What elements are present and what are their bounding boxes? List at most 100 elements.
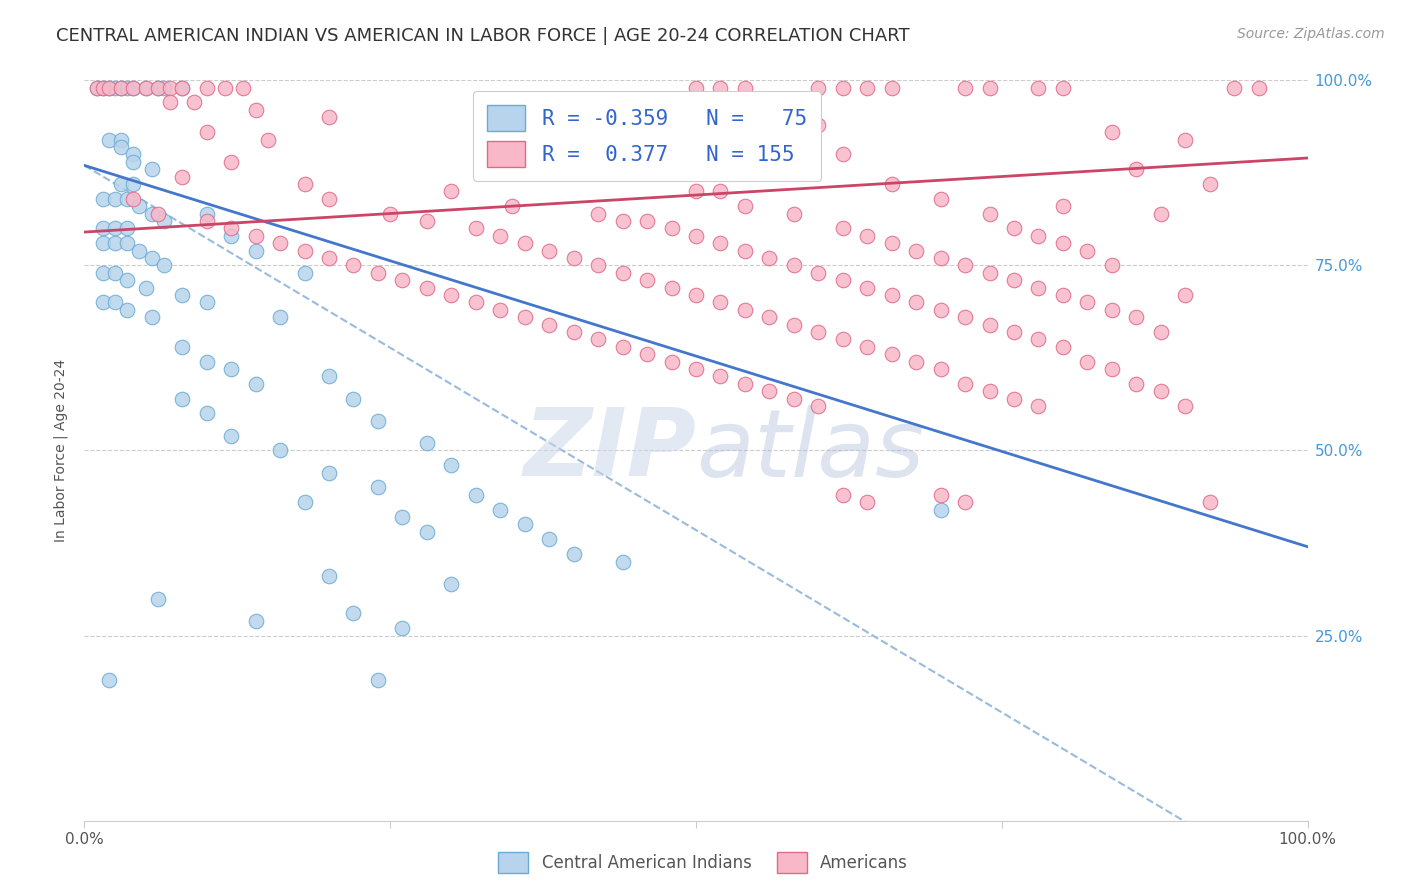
Point bbox=[880, 80, 903, 95]
Point bbox=[128, 199, 150, 213]
Point bbox=[115, 80, 138, 95]
Point bbox=[91, 80, 114, 95]
Point bbox=[1174, 288, 1197, 302]
Point bbox=[661, 354, 683, 368]
Point bbox=[979, 266, 1001, 280]
Point bbox=[513, 310, 536, 325]
Point bbox=[97, 673, 120, 687]
Point bbox=[1101, 362, 1123, 376]
Point bbox=[1052, 340, 1074, 354]
Point bbox=[464, 295, 486, 310]
Point bbox=[141, 310, 163, 325]
Point bbox=[979, 80, 1001, 95]
Point bbox=[104, 266, 127, 280]
Point bbox=[367, 480, 389, 494]
Point bbox=[195, 214, 218, 228]
Point bbox=[953, 80, 976, 95]
Point bbox=[219, 428, 242, 442]
Point bbox=[685, 228, 707, 243]
Point bbox=[636, 214, 658, 228]
Point bbox=[734, 302, 756, 317]
Point bbox=[636, 273, 658, 287]
Point bbox=[172, 288, 194, 302]
Point bbox=[953, 495, 976, 509]
Point bbox=[97, 80, 120, 95]
Point bbox=[856, 80, 879, 95]
Point bbox=[104, 221, 127, 235]
Point bbox=[856, 495, 879, 509]
Point bbox=[294, 495, 316, 509]
Point bbox=[807, 266, 830, 280]
Point bbox=[318, 369, 340, 384]
Point bbox=[257, 132, 280, 146]
Point bbox=[1028, 399, 1050, 413]
Point bbox=[318, 111, 340, 125]
Point bbox=[115, 192, 138, 206]
Point bbox=[104, 192, 127, 206]
Point bbox=[489, 302, 512, 317]
Point bbox=[953, 259, 976, 273]
Point bbox=[685, 184, 707, 198]
Point bbox=[294, 244, 316, 258]
Point bbox=[153, 214, 176, 228]
Point bbox=[440, 184, 463, 198]
Point bbox=[342, 392, 364, 406]
Point bbox=[685, 154, 707, 169]
Point bbox=[807, 325, 830, 339]
Point bbox=[318, 251, 340, 265]
Point bbox=[1076, 244, 1098, 258]
Point bbox=[153, 80, 176, 95]
Point bbox=[122, 147, 145, 161]
Point bbox=[110, 140, 132, 154]
Point bbox=[758, 251, 780, 265]
Point bbox=[195, 407, 218, 421]
Point bbox=[612, 266, 634, 280]
Point bbox=[979, 384, 1001, 399]
Point bbox=[709, 80, 731, 95]
Point bbox=[219, 154, 242, 169]
Point bbox=[91, 80, 114, 95]
Point bbox=[416, 214, 439, 228]
Text: Source: ZipAtlas.com: Source: ZipAtlas.com bbox=[1237, 27, 1385, 41]
Point bbox=[391, 621, 413, 635]
Point bbox=[440, 288, 463, 302]
Point bbox=[91, 221, 114, 235]
Point bbox=[342, 259, 364, 273]
Point bbox=[734, 80, 756, 95]
Point bbox=[367, 673, 389, 687]
Point bbox=[489, 228, 512, 243]
Point bbox=[1150, 206, 1173, 220]
Point bbox=[1076, 354, 1098, 368]
Point bbox=[953, 310, 976, 325]
Point bbox=[1028, 332, 1050, 346]
Point bbox=[783, 259, 806, 273]
Legend: Central American Indians, Americans: Central American Indians, Americans bbox=[492, 846, 914, 880]
Point bbox=[831, 273, 853, 287]
Point bbox=[612, 214, 634, 228]
Point bbox=[831, 332, 853, 346]
Point bbox=[562, 325, 585, 339]
Point bbox=[1028, 80, 1050, 95]
Point bbox=[1101, 259, 1123, 273]
Point bbox=[807, 399, 830, 413]
Point bbox=[831, 80, 853, 95]
Point bbox=[758, 310, 780, 325]
Point bbox=[502, 199, 524, 213]
Point bbox=[661, 221, 683, 235]
Point bbox=[562, 547, 585, 561]
Point bbox=[86, 80, 108, 95]
Point bbox=[612, 340, 634, 354]
Point bbox=[979, 318, 1001, 332]
Point bbox=[195, 206, 218, 220]
Point bbox=[1101, 125, 1123, 139]
Point bbox=[318, 192, 340, 206]
Point bbox=[1002, 273, 1025, 287]
Point bbox=[86, 80, 108, 95]
Point bbox=[734, 376, 756, 391]
Point bbox=[538, 533, 561, 547]
Y-axis label: In Labor Force | Age 20-24: In Labor Force | Age 20-24 bbox=[53, 359, 69, 542]
Point bbox=[440, 458, 463, 473]
Point bbox=[953, 376, 976, 391]
Point bbox=[513, 517, 536, 532]
Point bbox=[172, 392, 194, 406]
